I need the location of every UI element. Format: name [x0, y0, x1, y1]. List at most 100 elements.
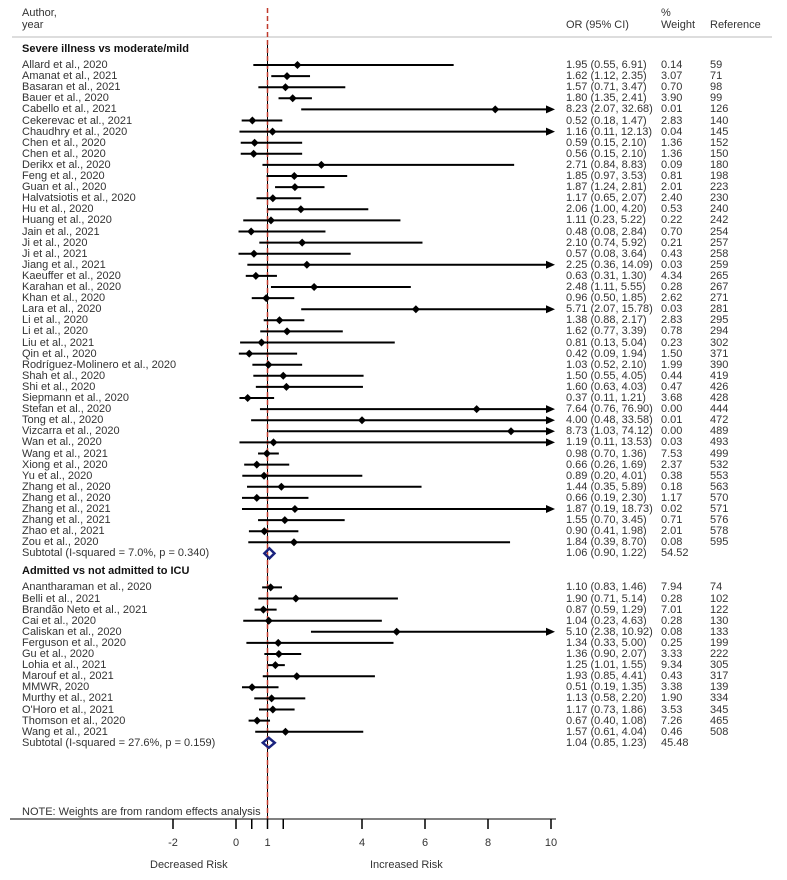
- study-reference: 74: [710, 581, 723, 594]
- study-reference: 371: [710, 347, 729, 360]
- study-weight: 3.38: [661, 681, 683, 694]
- subtotal-weight: 45.48: [661, 736, 689, 749]
- point-estimate-marker: [280, 516, 289, 525]
- study-reference: 426: [710, 380, 729, 393]
- study-label: Liu et al., 2021: [22, 336, 95, 349]
- study-label: Gu et al., 2020: [22, 648, 95, 660]
- study-label: Jain et al., 2021: [22, 225, 100, 238]
- study-weight: 1.99: [661, 358, 683, 371]
- study-weight: 0.18: [661, 480, 683, 493]
- study-or-ci: 1.80 (1.35, 2.41): [566, 92, 647, 105]
- study-or-ci: 1.60 (0.63, 4.03): [566, 380, 647, 393]
- study-weight: 0.78: [661, 325, 683, 338]
- point-estimate-marker: [292, 672, 301, 681]
- study-weight: 0.38: [661, 469, 683, 482]
- axis-tick-label: 1: [264, 837, 271, 849]
- study-label: Wang et al., 2021: [22, 725, 108, 738]
- study-weight: 0.43: [661, 247, 683, 260]
- study-weight: 2.83: [661, 314, 683, 327]
- subtotal-weight: 54.52: [661, 547, 689, 560]
- study-weight: 0.03: [661, 258, 683, 271]
- study-weight: 0.70: [661, 225, 683, 238]
- study-label: Li et al., 2020: [22, 314, 89, 327]
- study-reference: 180: [710, 158, 729, 171]
- study-or-ci: 1.44 (0.35, 5.89): [566, 480, 647, 493]
- point-estimate-marker: [268, 194, 277, 203]
- study-reference: 295: [710, 314, 729, 327]
- study-or-ci: 0.37 (0.11, 1.21): [566, 392, 646, 404]
- point-estimate-marker: [268, 705, 277, 714]
- study-weight: 4.34: [661, 269, 683, 282]
- study-weight: 0.53: [661, 203, 683, 216]
- point-estimate-marker: [289, 538, 298, 547]
- point-estimate-marker: [249, 149, 258, 158]
- point-estimate-marker: [262, 294, 271, 303]
- study-or-ci: 0.52 (0.18, 1.47): [566, 114, 647, 127]
- study-reference: 305: [710, 659, 729, 672]
- point-estimate-marker: [259, 605, 268, 614]
- study-or-ci: 0.90 (0.41, 1.98): [566, 525, 647, 538]
- study-or-ci: 0.87 (0.59, 1.29): [566, 603, 647, 616]
- point-estimate-marker: [262, 449, 271, 458]
- point-estimate-marker: [274, 638, 283, 647]
- point-estimate-marker: [283, 327, 292, 336]
- study-weight: 3.68: [661, 392, 683, 404]
- point-estimate-marker: [271, 661, 280, 670]
- point-estimate-marker: [243, 394, 252, 402]
- study-reference: 553: [710, 469, 729, 482]
- study-weight: 0.71: [661, 514, 683, 527]
- study-reference: 140: [710, 114, 729, 127]
- study-or-ci: 1.16 (0.11, 12.13): [566, 125, 653, 138]
- point-estimate-marker: [282, 382, 291, 391]
- study-weight: 1.17: [661, 491, 683, 504]
- point-estimate-marker: [266, 216, 275, 225]
- study-or-ci: 2.71 (0.84, 8.83): [566, 158, 647, 171]
- study-or-ci: 1.17 (0.73, 1.86): [566, 703, 647, 716]
- study-or-ci: 1.62 (1.12, 2.35): [566, 70, 647, 83]
- study-label: MMWR, 2020: [22, 681, 90, 694]
- point-estimate-marker: [274, 650, 283, 658]
- study-reference: 199: [710, 636, 729, 649]
- study-or-ci: 1.87 (1.24, 2.81): [566, 181, 647, 194]
- subtotal-or-ci: 1.06 (0.90, 1.22): [566, 547, 647, 560]
- study-reference: 390: [710, 358, 729, 371]
- study-label: Wan et al., 2020: [22, 436, 102, 449]
- ci-arrow: [546, 505, 555, 513]
- study-weight: 0.00: [661, 425, 683, 438]
- study-label: Amanat et al., 2021: [22, 70, 118, 83]
- ci-arrow: [546, 105, 555, 114]
- study-weight: 0.28: [661, 614, 683, 627]
- study-or-ci: 1.84 (0.39, 8.70): [566, 536, 647, 549]
- study-weight: 3.90: [661, 92, 683, 105]
- point-estimate-marker: [264, 360, 273, 369]
- study-weight: 0.21: [661, 236, 683, 249]
- study-label: Lara et al., 2020: [22, 303, 102, 316]
- study-weight: 0.22: [661, 214, 683, 227]
- point-estimate-marker: [290, 183, 299, 192]
- study-label: Zhang et al., 2020: [22, 491, 111, 504]
- study-or-ci: 0.63 (0.31, 1.30): [566, 269, 647, 282]
- study-label: Karahan et al., 2020: [22, 281, 122, 293]
- study-reference: 345: [710, 703, 729, 716]
- study-weight: 0.43: [661, 670, 683, 683]
- point-estimate-marker: [281, 727, 290, 736]
- study-reference: 267: [710, 281, 729, 293]
- study-reference: 139: [710, 681, 729, 694]
- axis-tick-label: 4: [358, 837, 366, 849]
- point-estimate-marker: [310, 283, 319, 291]
- axis-tick-label: -2: [168, 837, 178, 849]
- study-weight: 0.28: [661, 281, 683, 293]
- subtotal-or-ci: 1.04 (0.85, 1.23): [566, 736, 647, 749]
- study-weight: 1.36: [661, 147, 683, 160]
- author-header: Author,: [22, 7, 57, 19]
- study-reference: 257: [710, 236, 729, 249]
- study-reference: 240: [710, 203, 729, 216]
- study-or-ci: 1.25 (1.01, 1.55): [566, 659, 647, 672]
- study-or-ci: 0.57 (0.08, 3.64): [566, 247, 647, 260]
- point-estimate-marker: [252, 493, 261, 502]
- point-estimate-marker: [245, 349, 254, 358]
- study-label: Derikx et al., 2020: [22, 158, 111, 171]
- study-label: Cai et al., 2020: [22, 614, 96, 627]
- study-weight: 0.09: [661, 158, 683, 171]
- study-weight: 0.25: [661, 636, 683, 649]
